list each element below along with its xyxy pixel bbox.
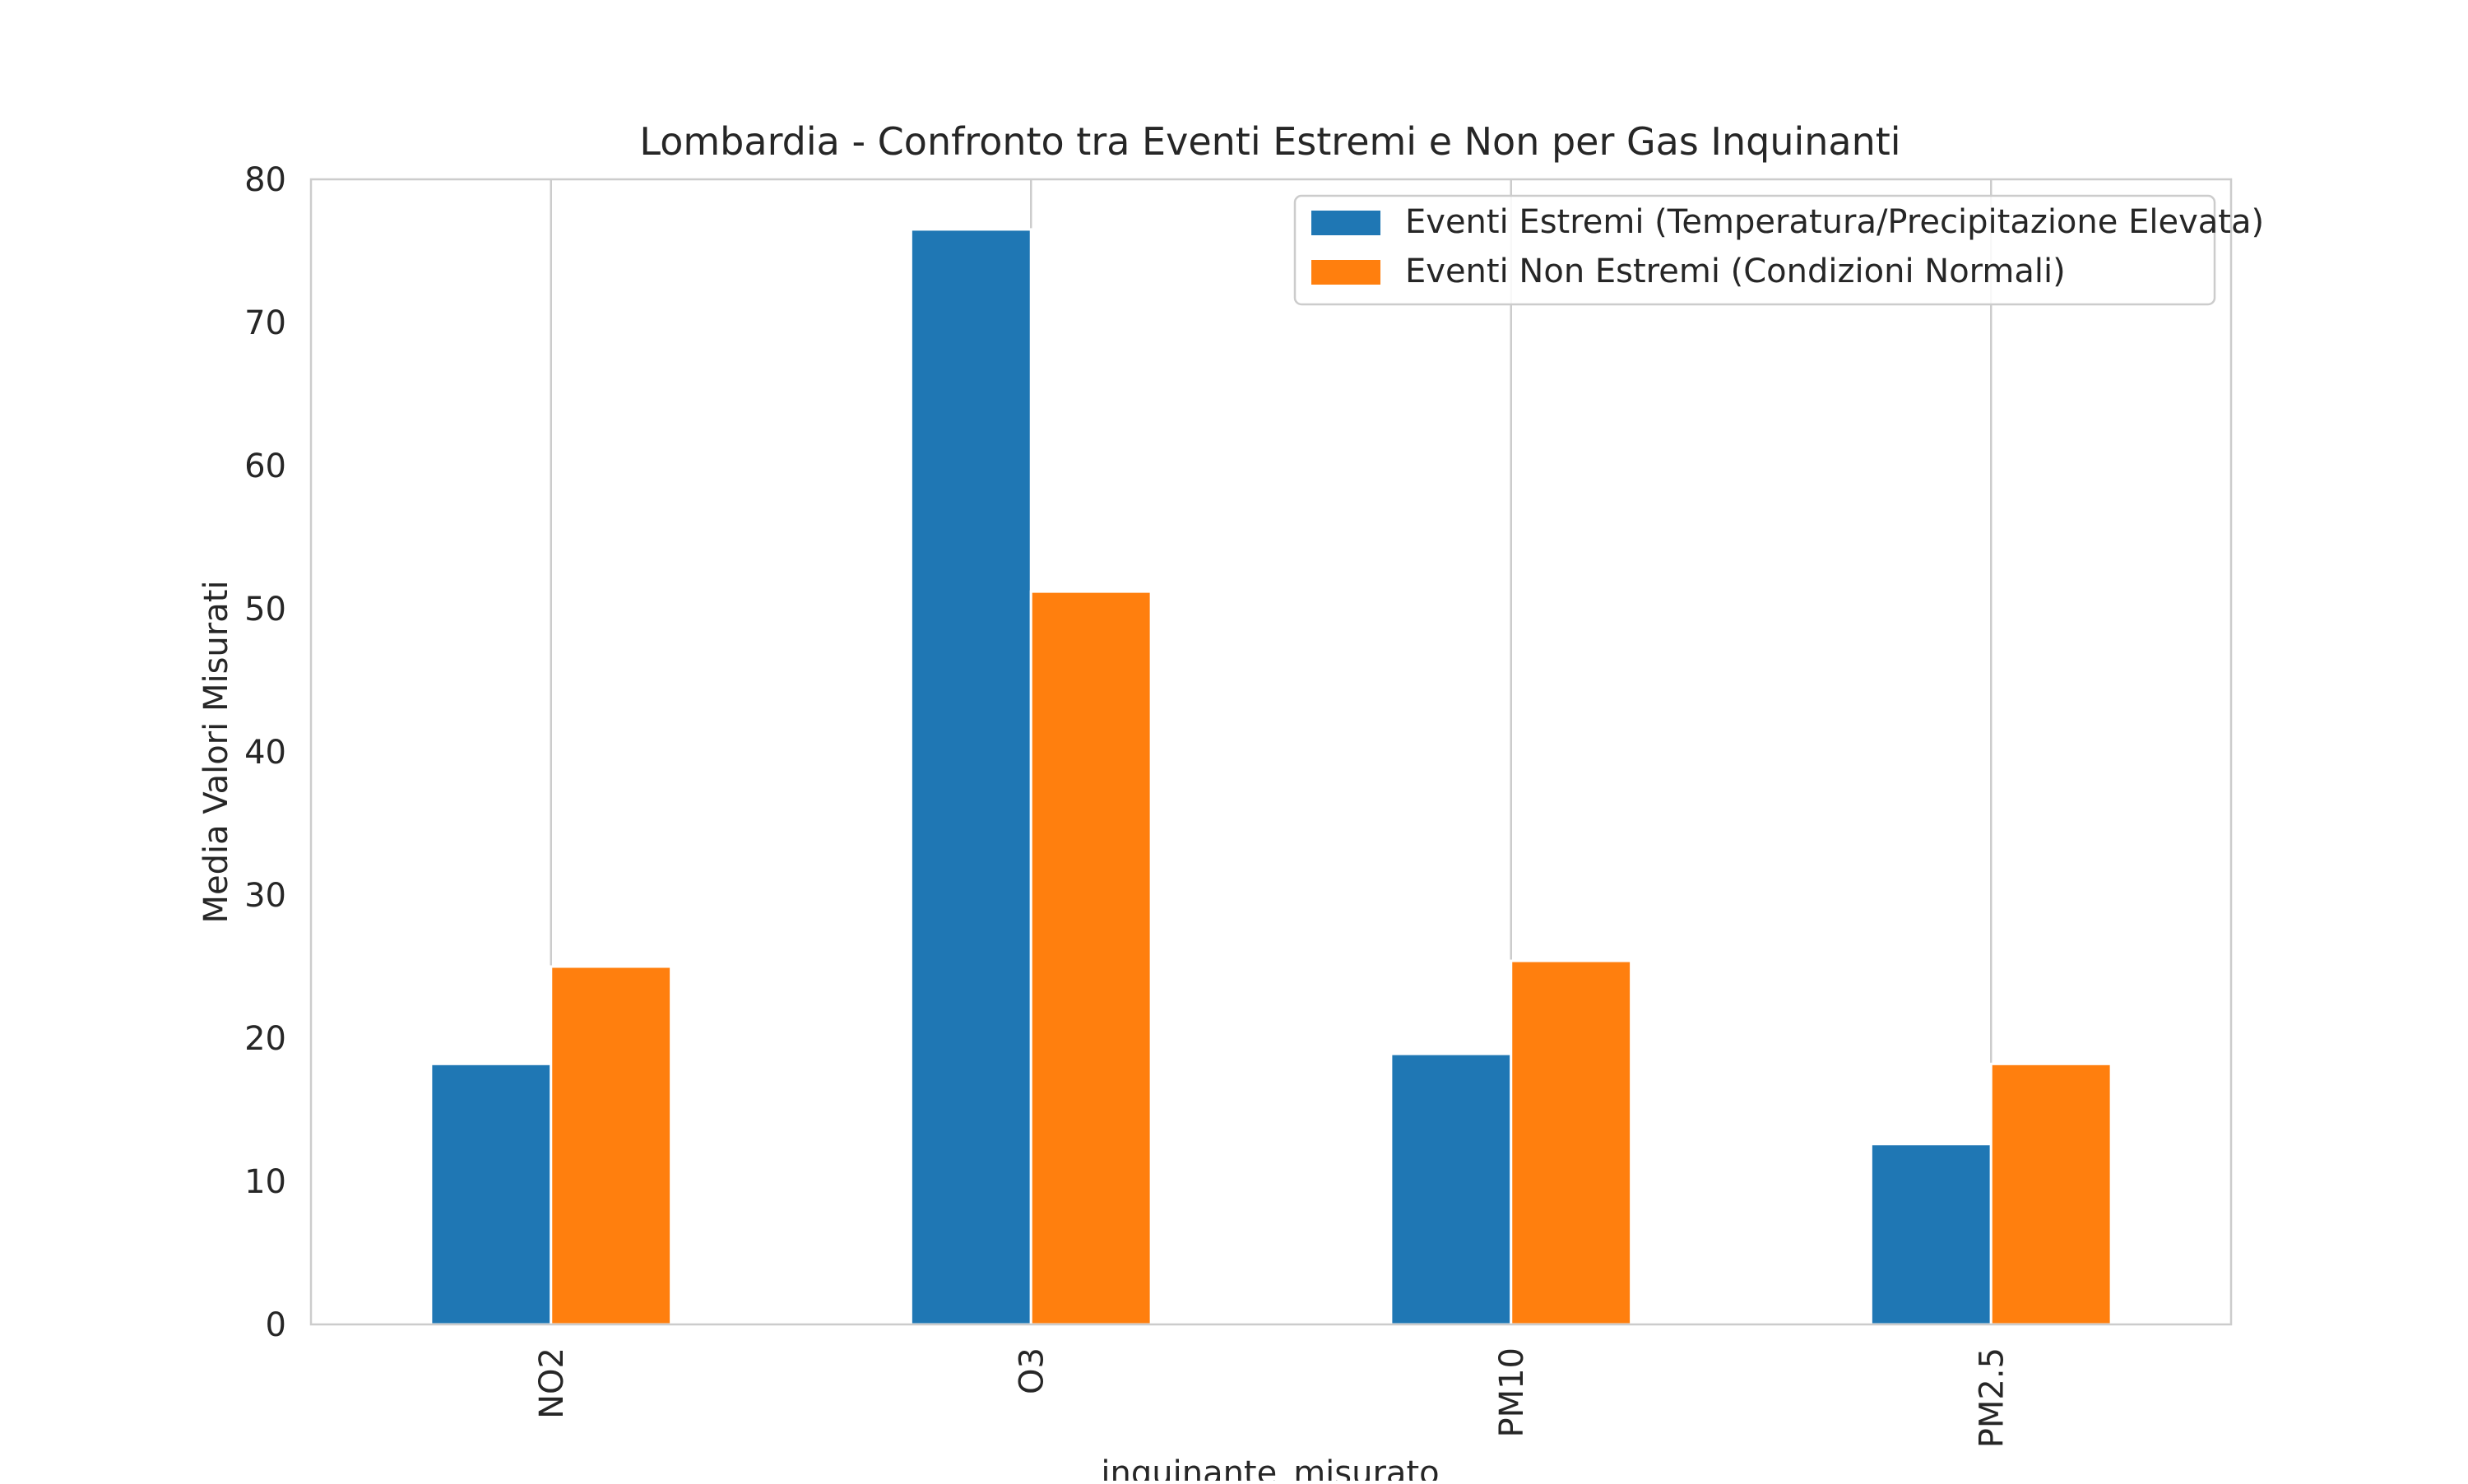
x-tick-label: NO2	[533, 1347, 571, 1419]
legend-label: Eventi Estremi (Temperatura/Precipitazio…	[1405, 203, 2264, 241]
legend-box	[1293, 194, 2216, 306]
y-tick-label: 30	[244, 877, 286, 915]
bar	[550, 965, 673, 1326]
bar	[909, 228, 1032, 1326]
bar	[1510, 959, 1633, 1326]
y-tick-label: 50	[244, 591, 286, 628]
bar	[429, 1062, 553, 1326]
bar	[1029, 590, 1153, 1326]
y-tick-label: 10	[244, 1163, 286, 1201]
bar	[1869, 1143, 1992, 1326]
y-tick-label: 0	[266, 1306, 286, 1344]
plot-frame	[309, 178, 2233, 1326]
y-tick-label: 70	[244, 304, 286, 342]
legend-swatch	[1311, 260, 1380, 285]
y-tick-label: 20	[244, 1020, 286, 1058]
x-axis-ticks: NO2 O3 PM10 PM2.5	[533, 1347, 2011, 1448]
y-tick-label: 40	[244, 734, 286, 772]
x-axis-label: inquinante_misurato	[1101, 1454, 1439, 1481]
legend-label: Eventi Non Estremi (Condizioni Normali)	[1405, 253, 2066, 290]
y-axis-label: Media Valori Misurati	[197, 580, 235, 923]
x-tick-label: O3	[1013, 1347, 1051, 1394]
bar	[1989, 1062, 2113, 1326]
bar	[1389, 1052, 1513, 1326]
y-tick-label: 60	[244, 448, 286, 485]
x-tick-label: PM10	[1493, 1347, 1531, 1438]
legend-swatch	[1311, 211, 1380, 235]
x-tick-label: PM2.5	[1973, 1347, 2011, 1448]
legend: Eventi Estremi (Temperatura/Precipitazio…	[1293, 194, 2264, 306]
chart-title: Lombardia - Confronto tra Eventi Estremi…	[639, 119, 1900, 164]
legend-entries: Eventi Estremi (Temperatura/Precipitazio…	[1311, 203, 2264, 290]
y-axis-ticks: 0 10 20 30 40 50 60 70 80	[244, 161, 286, 1344]
y-tick-label: 80	[244, 161, 286, 199]
bars	[429, 228, 2113, 1326]
